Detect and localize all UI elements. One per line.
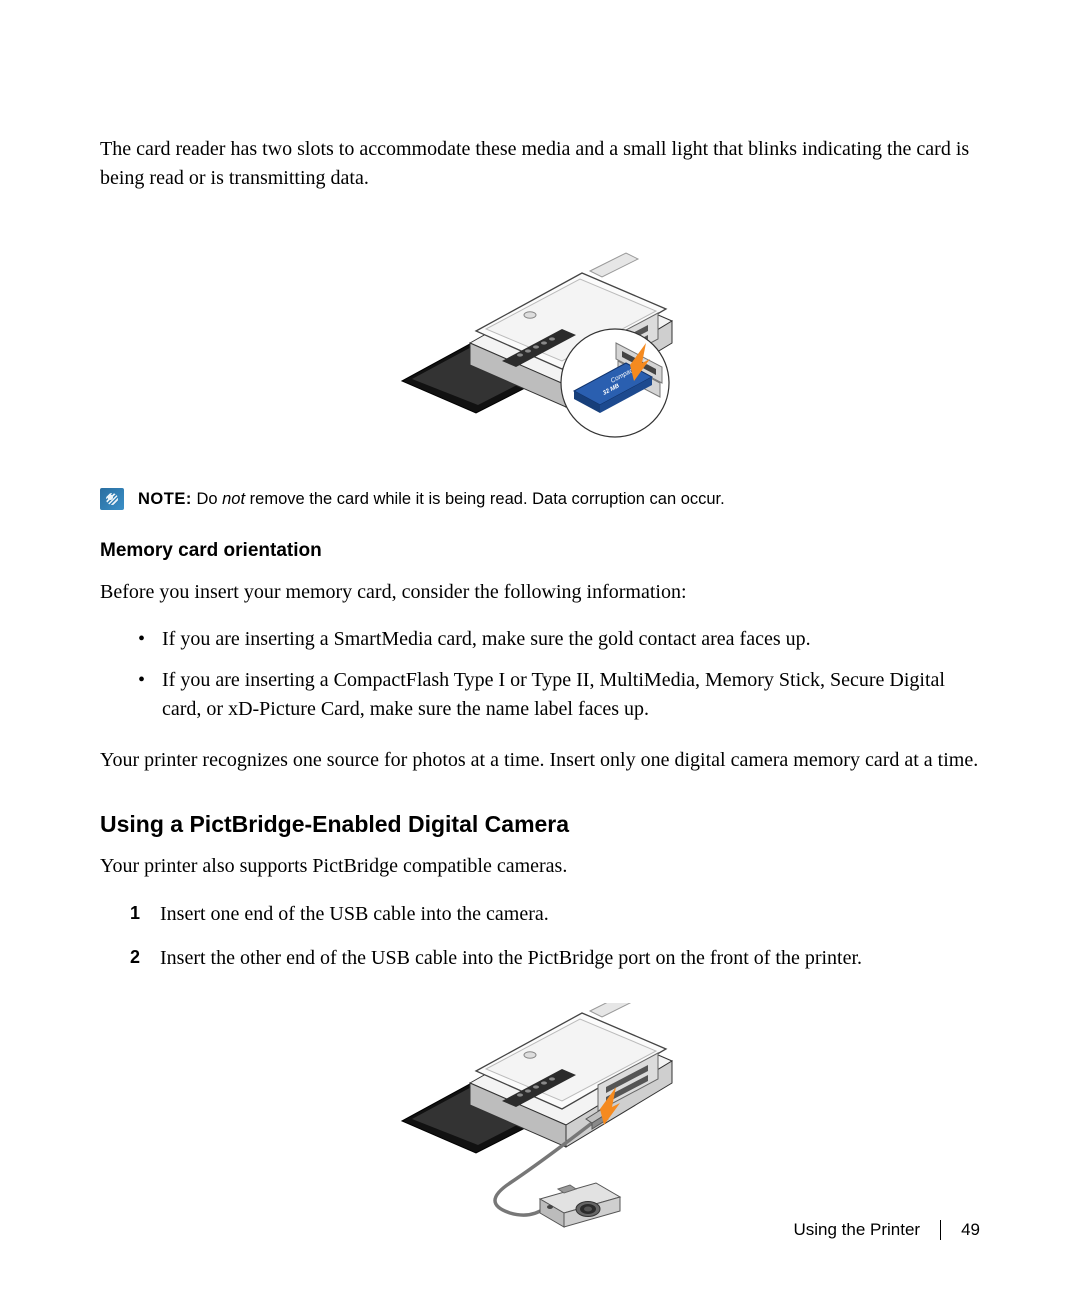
one-source-paragraph: Your printer recognizes one source for p… bbox=[100, 746, 980, 775]
printer-card-reader-illustration: CompactFlash 32 MB bbox=[390, 233, 690, 443]
note-label: NOTE: bbox=[138, 490, 192, 508]
note-callout: NOTE: Do not remove the card while it is… bbox=[100, 488, 980, 510]
footer-section: Using the Printer bbox=[793, 1220, 920, 1240]
printer-pictbridge-illustration bbox=[390, 1003, 690, 1233]
before-insert-paragraph: Before you insert your memory card, cons… bbox=[100, 578, 980, 607]
page-footer: Using the Printer 49 bbox=[793, 1220, 980, 1240]
orientation-bullet-list: If you are inserting a SmartMedia card, … bbox=[100, 625, 980, 724]
list-item: If you are inserting a CompactFlash Type… bbox=[144, 666, 980, 724]
intro-paragraph: The card reader has two slots to accommo… bbox=[100, 135, 980, 193]
list-item: Insert the other end of the USB cable in… bbox=[130, 943, 980, 973]
footer-separator bbox=[940, 1220, 941, 1240]
list-item: If you are inserting a SmartMedia card, … bbox=[144, 625, 980, 654]
steps-list: Insert one end of the USB cable into the… bbox=[100, 899, 980, 973]
list-item: Insert one end of the USB cable into the… bbox=[130, 899, 980, 929]
section-heading-pictbridge: Using a PictBridge-Enabled Digital Camer… bbox=[100, 811, 980, 838]
subheading-memory-card-orientation: Memory card orientation bbox=[100, 540, 980, 562]
pictbridge-intro-paragraph: Your printer also supports PictBridge co… bbox=[100, 852, 980, 881]
note-text: Do not remove the card while it is being… bbox=[196, 490, 724, 508]
digital-camera-icon bbox=[540, 1183, 620, 1227]
figure-card-reader: CompactFlash 32 MB bbox=[100, 233, 980, 448]
figure-pictbridge bbox=[100, 1003, 980, 1238]
note-icon bbox=[100, 488, 124, 510]
footer-page-number: 49 bbox=[961, 1220, 980, 1240]
